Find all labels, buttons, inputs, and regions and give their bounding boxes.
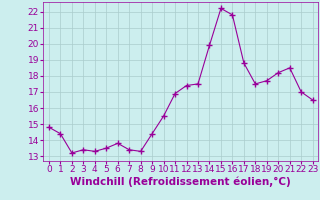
X-axis label: Windchill (Refroidissement éolien,°C): Windchill (Refroidissement éolien,°C): [70, 177, 291, 187]
